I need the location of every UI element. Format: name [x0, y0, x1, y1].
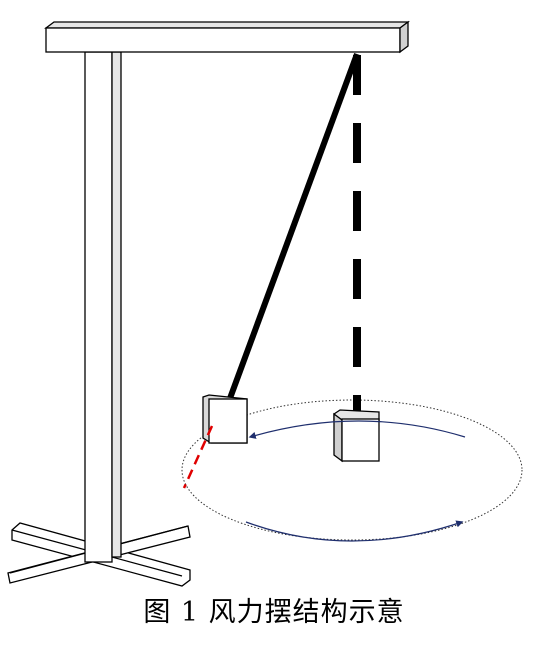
top-crossbar [44, 20, 410, 54]
motion-path-ellipse [181, 399, 523, 541]
lower-direction-arrow [245, 520, 464, 542]
figure-caption: 图 1 风力摆结构示意 [143, 597, 405, 628]
pendulum-string [226, 52, 360, 403]
pendulum-bob [202, 394, 248, 444]
rest-bob [333, 409, 380, 463]
laser-beam [182, 425, 214, 489]
upper-direction-arrow [248, 420, 466, 439]
vertical-post [84, 51, 122, 563]
